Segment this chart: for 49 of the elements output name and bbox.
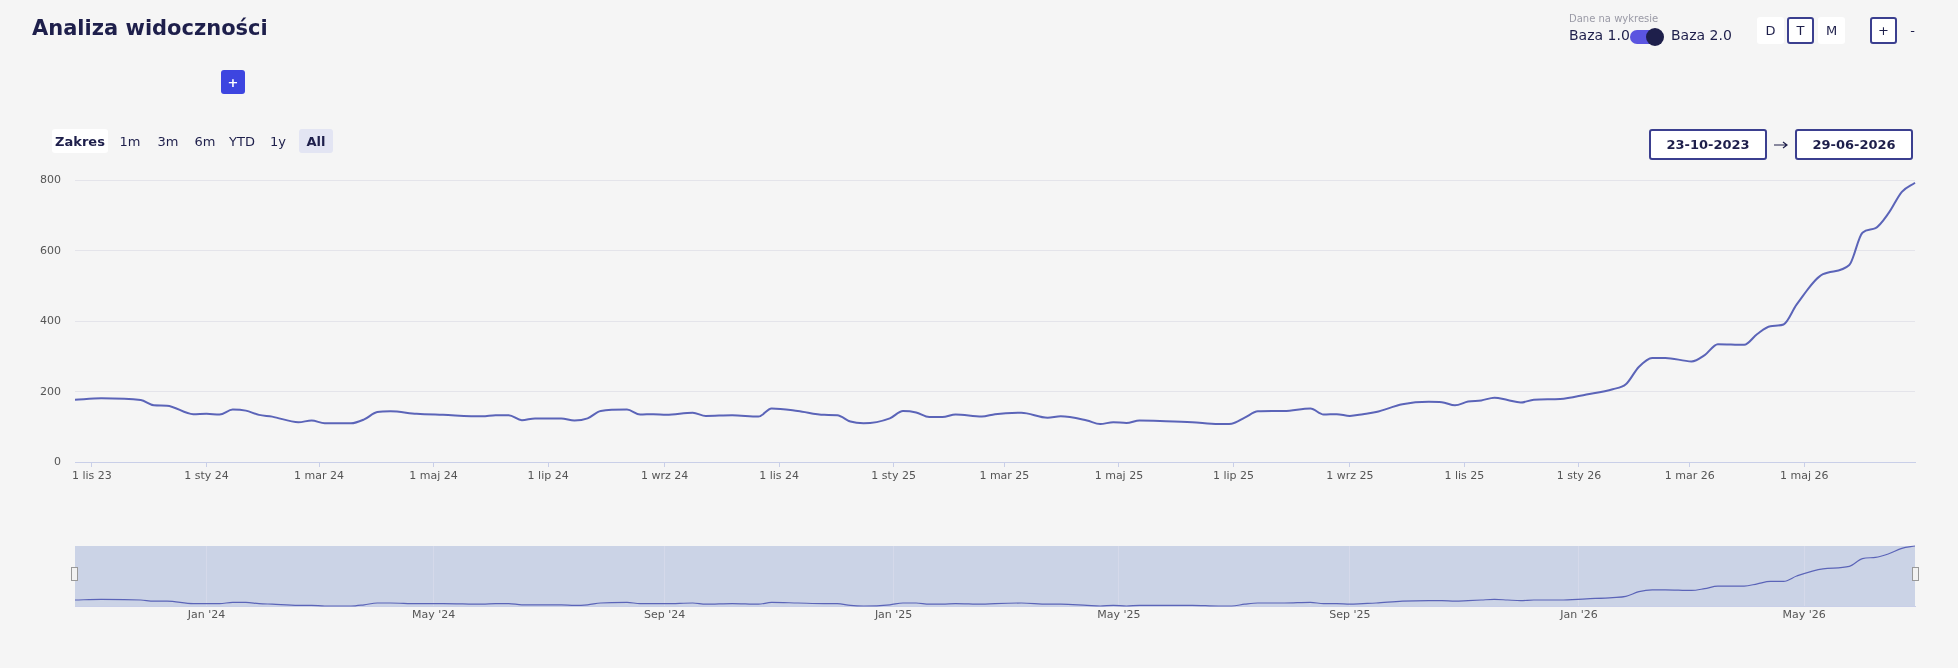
text: All [299,129,333,153]
chart-title: Analiza widoczności [32,16,268,40]
y-tick-label: 0 [54,454,61,468]
text: Baza 1.0 [1569,27,1630,43]
text: Zakres [52,129,108,153]
x-tick-label: Sep '24 [643,608,686,622]
text: Dane na wykresie [1569,13,1659,24]
x-tick-label: 1 mar 24 [294,469,345,483]
y-tick-label: 800 [40,173,61,187]
x-tick-label: 1 sty 26 [1556,469,1602,483]
x-tick-label: May '24 [411,608,456,622]
text: D [1757,17,1784,44]
x-tick-label: 1 sty 24 [184,469,229,483]
x-tick-label: 1 lis 24 [759,469,799,483]
x-tick-label: 1 sty 25 [871,469,916,483]
text: T [1787,17,1814,44]
y-tick-label: 600 [40,243,61,257]
y-tick-label: 400 [40,314,61,328]
text: 3m [156,132,180,151]
text: - [1909,22,1916,40]
x-tick-label: 1 lis 23 [71,469,112,483]
x-tick-label: 1 maj 26 [1779,469,1829,483]
y-tick-label: 200 [40,384,61,398]
x-tick-label: Jan '25 [873,608,913,622]
text: 29-06-2026 [1795,129,1913,160]
text: 23-10-2023 [1649,129,1767,160]
text: Baza 2.0 [1671,27,1732,43]
x-tick-label: 1 wrz 24 [640,469,689,483]
text: YTD [228,132,256,151]
x-tick-label: Jan '24 [186,608,226,622]
x-tick-label: 1 wrz 25 [1326,469,1374,483]
x-tick-label: 1 mar 25 [979,469,1030,483]
text: 1y [269,132,287,151]
line-series [74,181,1916,426]
x-tick-label: May '26 [1782,608,1826,622]
x-tick-label: 1 mar 26 [1664,469,1715,483]
x-tick-label: Sep '25 [1329,608,1371,622]
text: + [1870,17,1897,44]
text: M [1818,17,1845,44]
x-tick-label: 1 maj 24 [409,469,458,483]
text: 1m [118,132,142,151]
x-tick-label: 1 lip 25 [1212,469,1254,483]
x-tick-label: 1 maj 25 [1094,469,1144,483]
x-tick-label: Jan '26 [1559,608,1598,622]
x-tick-label: 1 lis 25 [1444,469,1485,483]
text: + [221,70,245,94]
x-tick-label: 1 lip 24 [527,469,569,483]
x-tick-label: May '25 [1097,608,1141,622]
text: 6m [193,132,217,151]
